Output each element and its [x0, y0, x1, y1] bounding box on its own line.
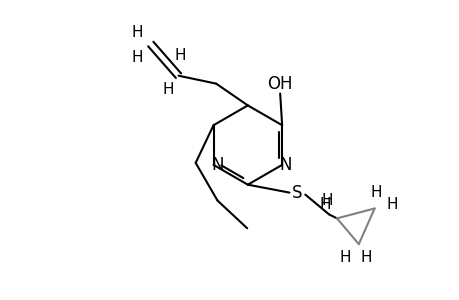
- Text: H: H: [174, 48, 186, 63]
- Text: H: H: [319, 197, 330, 212]
- Text: H: H: [131, 50, 142, 65]
- Text: H: H: [338, 250, 350, 266]
- Text: H: H: [360, 250, 372, 266]
- Text: H: H: [370, 185, 381, 200]
- Text: N: N: [211, 156, 223, 174]
- Text: N: N: [279, 156, 292, 174]
- Text: H: H: [162, 82, 174, 97]
- Text: H: H: [386, 197, 397, 212]
- Text: H: H: [131, 25, 142, 40]
- Text: H: H: [321, 193, 332, 208]
- Text: OH: OH: [267, 75, 292, 93]
- Text: S: S: [291, 184, 302, 202]
